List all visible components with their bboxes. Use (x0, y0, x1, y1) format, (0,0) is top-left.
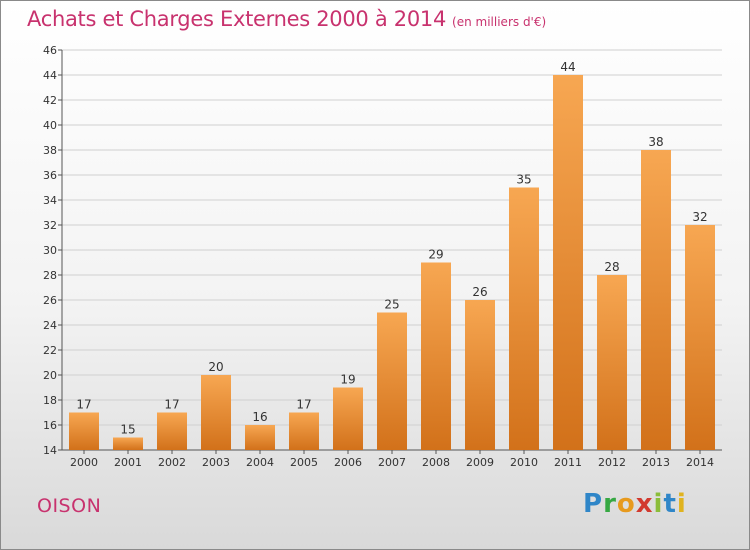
x-tick-label: 2013 (642, 456, 670, 469)
y-tick-label: 24 (43, 319, 57, 332)
logo-letter: o (616, 489, 636, 519)
bar-value-label: 17 (164, 398, 179, 412)
logo-letter: x (635, 489, 654, 519)
y-tick-label: 42 (43, 94, 57, 107)
bar-value-label: 28 (604, 260, 619, 274)
y-tick-label: 14 (43, 444, 57, 457)
bar-value-label: 38 (648, 135, 663, 149)
chart-title: Achats et Charges Externes 2000 à 2014 (e… (27, 7, 546, 31)
bar (553, 75, 583, 450)
x-tick-label: 2001 (114, 456, 142, 469)
logo-letter: P (583, 489, 604, 519)
x-tick-label: 2006 (334, 456, 362, 469)
bar (377, 312, 407, 450)
bar (509, 187, 539, 450)
bar-value-label: 29 (428, 248, 443, 262)
bar-value-label: 19 (340, 373, 355, 387)
bar (201, 375, 231, 450)
x-tick-label: 2004 (246, 456, 274, 469)
bar (157, 412, 187, 450)
y-tick-label: 40 (43, 119, 57, 132)
x-tick-label: 2007 (378, 456, 406, 469)
bar-value-label: 26 (472, 285, 487, 299)
bar-value-label: 44 (560, 60, 575, 74)
bar (465, 300, 495, 450)
x-tick-label: 2010 (510, 456, 538, 469)
bar (113, 437, 143, 450)
y-tick-label: 26 (43, 294, 57, 307)
bar-value-label: 16 (252, 410, 267, 424)
bar-value-label: 25 (384, 298, 399, 312)
x-tick-label: 2011 (554, 456, 582, 469)
x-tick-label: 2003 (202, 456, 230, 469)
chart-subtitle: (en milliers d'€) (452, 15, 547, 29)
y-tick-label: 36 (43, 169, 57, 182)
y-tick-label: 44 (43, 69, 57, 82)
x-tick-label: 2002 (158, 456, 186, 469)
bar-value-label: 15 (120, 423, 135, 437)
x-tick-label: 2000 (70, 456, 98, 469)
bar (421, 262, 451, 450)
logo-letter: i (653, 489, 664, 519)
y-tick-label: 34 (43, 194, 57, 207)
logo-letter: i (676, 489, 687, 519)
y-tick-label: 38 (43, 144, 57, 157)
bar (641, 150, 671, 450)
bar (69, 412, 99, 450)
x-tick-label: 2012 (598, 456, 626, 469)
x-tick-label: 2008 (422, 456, 450, 469)
proxiti-logo: Proxiti (583, 489, 687, 519)
x-tick-label: 2014 (686, 456, 714, 469)
chart-title-text: Achats et Charges Externes 2000 à 2014 (27, 7, 447, 31)
y-tick-label: 20 (43, 369, 57, 382)
y-tick-label: 16 (43, 419, 57, 432)
logo-letter: t (663, 489, 677, 519)
y-tick-label: 32 (43, 219, 57, 232)
bar-value-label: 32 (692, 210, 707, 224)
y-tick-label: 28 (43, 269, 57, 282)
x-tick-label: 2005 (290, 456, 318, 469)
bar-value-label: 17 (76, 398, 91, 412)
y-tick-label: 30 (43, 244, 57, 257)
place-name: OISON (37, 495, 102, 517)
logo-letter: r (603, 489, 617, 519)
bar (685, 225, 715, 450)
bar-value-label: 17 (296, 398, 311, 412)
bar (245, 425, 275, 450)
y-tick-label: 18 (43, 394, 57, 407)
x-tick-label: 2009 (466, 456, 494, 469)
y-tick-label: 22 (43, 344, 57, 357)
bar (333, 387, 363, 450)
bar-value-label: 35 (516, 173, 531, 187)
y-tick-label: 46 (43, 44, 57, 57)
bar (289, 412, 319, 450)
bar-value-label: 20 (208, 360, 223, 374)
bar (597, 275, 627, 450)
